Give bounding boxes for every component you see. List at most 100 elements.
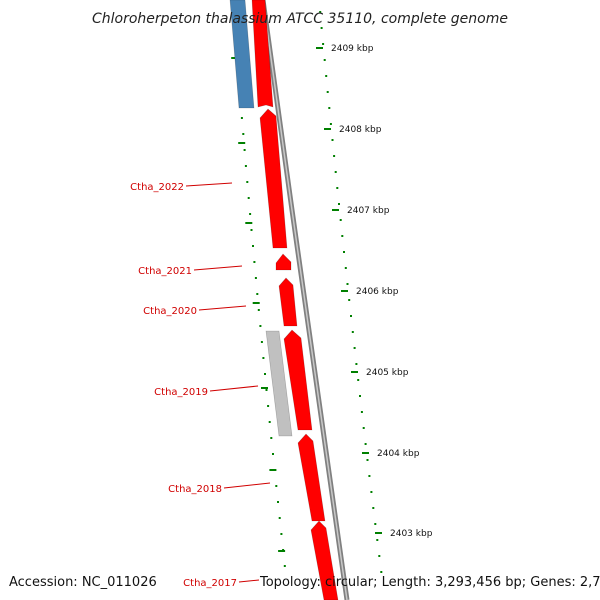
outer-tick bbox=[343, 251, 345, 253]
kbp-tick bbox=[351, 371, 358, 373]
outer-tick bbox=[360, 411, 363, 413]
outer-tick bbox=[362, 427, 365, 429]
outer-tick bbox=[350, 315, 352, 317]
outer-tick bbox=[344, 267, 347, 269]
inner-major-tick bbox=[261, 387, 268, 389]
inner-tick bbox=[267, 405, 270, 407]
inner-tick bbox=[249, 213, 252, 215]
outer-tick bbox=[368, 475, 371, 477]
outer-tick bbox=[333, 155, 336, 157]
gene-feature-outline bbox=[251, 0, 274, 108]
kbp-label: 2406 kbp bbox=[356, 287, 399, 297]
outer-tick bbox=[334, 171, 337, 173]
kbp-tick bbox=[375, 532, 382, 534]
outer-tick bbox=[380, 571, 383, 573]
inner-major-tick bbox=[245, 222, 253, 224]
gene-feature-outline bbox=[283, 329, 313, 431]
outer-tick bbox=[320, 27, 323, 29]
outer-tick bbox=[323, 59, 326, 61]
gene-label: Ctha_2020 bbox=[143, 306, 197, 317]
inner-tick-marks bbox=[231, 5, 286, 567]
outer-tick bbox=[338, 203, 340, 205]
outer-tick bbox=[336, 187, 339, 189]
inner-tick bbox=[253, 261, 256, 263]
gene-label: Ctha_2017 bbox=[183, 578, 237, 589]
outer-tick bbox=[353, 347, 356, 349]
inner-major-tick bbox=[231, 57, 239, 59]
inner-tick bbox=[243, 149, 246, 151]
inner-tick bbox=[283, 565, 286, 567]
outer-tick bbox=[346, 283, 349, 285]
gene-label: Ctha_2021 bbox=[138, 266, 192, 277]
kbp-tick bbox=[362, 452, 369, 454]
inner-tick bbox=[257, 309, 260, 311]
kbp-tick bbox=[316, 47, 323, 49]
outer-tick bbox=[357, 379, 360, 381]
gene-feature bbox=[279, 278, 297, 326]
outer-tick bbox=[326, 91, 329, 93]
outer-tick bbox=[370, 491, 373, 493]
kbp-tick bbox=[324, 128, 331, 130]
outer-tick-marks bbox=[319, 11, 383, 573]
gene-label-leader bbox=[198, 305, 247, 311]
inner-major-tick bbox=[269, 469, 277, 471]
gene-feature bbox=[311, 521, 338, 600]
outer-tick bbox=[351, 331, 354, 333]
outer-tick bbox=[376, 539, 379, 541]
inner-tick bbox=[260, 341, 263, 343]
kbp-label: 2404 kbp bbox=[377, 449, 420, 459]
inner-tick bbox=[242, 133, 245, 135]
gene-label: Ctha_2022 bbox=[130, 182, 184, 193]
gene-feature bbox=[276, 254, 291, 270]
inner-tick bbox=[280, 533, 283, 535]
kbp-label: 2408 kbp bbox=[339, 125, 382, 135]
kbp-label: 2407 kbp bbox=[347, 206, 390, 216]
inner-tick bbox=[275, 485, 278, 487]
outer-tick bbox=[372, 507, 375, 509]
map-title: Chloroherpeton thalassium ATCC 35110, co… bbox=[92, 11, 508, 27]
outer-tick bbox=[319, 11, 322, 13]
outer-tick bbox=[331, 139, 334, 141]
kbp-label: 2403 kbp bbox=[390, 529, 433, 539]
gene-feature bbox=[266, 331, 292, 436]
gene-labels: Ctha_2022 Ctha_2021 Ctha_2020 Ctha_2019 Ctha… bbox=[130, 182, 271, 589]
gene-feature-outline bbox=[259, 108, 288, 249]
inner-tick bbox=[277, 501, 279, 503]
kbp-label: 2409 kbp bbox=[331, 44, 374, 54]
inner-tick bbox=[252, 245, 254, 247]
backbone-highlight bbox=[262, 0, 348, 600]
inner-tick bbox=[240, 117, 243, 119]
gene-label-leader bbox=[185, 182, 233, 187]
gene-feature-outline bbox=[229, 0, 255, 109]
inner-tick bbox=[278, 517, 281, 519]
outer-tick bbox=[364, 443, 367, 445]
genome-backbone bbox=[260, 0, 350, 600]
accession-text: Accession: NC_011026 bbox=[9, 575, 157, 590]
gene-feature-outline bbox=[265, 330, 293, 437]
gene-features bbox=[229, 0, 339, 600]
gene-label-leader bbox=[223, 482, 271, 489]
kbp-label: 2405 kbp bbox=[366, 368, 409, 378]
gene-feature bbox=[252, 0, 273, 107]
inner-tick bbox=[272, 453, 274, 455]
inner-tick bbox=[259, 325, 262, 327]
outer-tick bbox=[378, 555, 381, 557]
inner-major-tick bbox=[238, 142, 246, 144]
outer-tick bbox=[359, 395, 361, 397]
gene-feature-outline bbox=[297, 433, 326, 522]
gene-label-leader bbox=[238, 579, 260, 583]
gene-label: Ctha_2019 bbox=[154, 387, 208, 398]
gene-label-leader bbox=[193, 265, 243, 271]
topology-text: Topology: circular; Length: 3,293,456 bp… bbox=[259, 575, 600, 590]
gene-feature bbox=[260, 109, 287, 248]
inner-tick bbox=[265, 389, 268, 391]
gene-feature-outline bbox=[278, 277, 298, 327]
inner-tick bbox=[262, 357, 265, 359]
outer-tick bbox=[374, 523, 377, 525]
outer-tick bbox=[348, 299, 351, 301]
inner-tick bbox=[244, 165, 247, 167]
outer-tick bbox=[339, 219, 342, 221]
outer-tick bbox=[322, 43, 325, 45]
inner-tick bbox=[250, 229, 253, 231]
